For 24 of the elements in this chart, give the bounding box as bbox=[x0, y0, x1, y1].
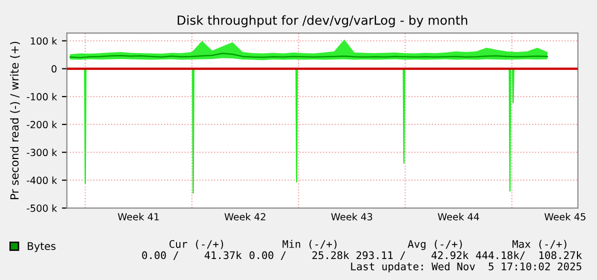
y-tick-label: -100 k bbox=[26, 92, 58, 100]
text: 0.00 / 41.37k bbox=[142, 251, 242, 260]
x-tick-label: Week 45 bbox=[544, 212, 586, 220]
text: Cur (-/+) bbox=[169, 240, 224, 250]
y-tick-label: -500 k bbox=[26, 204, 58, 212]
y-tick-label: -200 k bbox=[26, 120, 58, 128]
chart-title: Disk throughput for /dev/vg/varLog - by month bbox=[178, 15, 468, 28]
y-tick-label: 0 bbox=[52, 65, 56, 73]
text: Min (-/+) bbox=[282, 240, 336, 250]
text: 293.11 / 42.92k bbox=[356, 251, 468, 260]
text: Last update: Wed Nov 5 17:10:02 2025 bbox=[351, 262, 582, 272]
y-tick-label: -300 k bbox=[26, 148, 58, 156]
x-tick-label: Week 42 bbox=[224, 212, 266, 220]
text: Avg (-/+) bbox=[408, 240, 462, 250]
text: Max (-/+) bbox=[512, 240, 566, 250]
x-tick-label: Week 43 bbox=[331, 212, 372, 220]
text: 0.00 / 25.28k bbox=[250, 251, 350, 260]
text: 444.18k/ 108.27k bbox=[476, 251, 582, 260]
y-tick-label: -400 k bbox=[26, 176, 58, 184]
y-tick-label: 100 k bbox=[30, 37, 58, 45]
x-tick-label: Week 41 bbox=[118, 212, 159, 220]
x-tick-label: Week 44 bbox=[438, 212, 480, 220]
y-axis-title: Pr second read (-) / write (+) bbox=[10, 42, 20, 200]
legend-label: Bytes bbox=[28, 242, 56, 252]
